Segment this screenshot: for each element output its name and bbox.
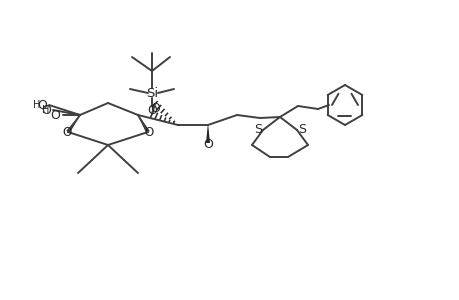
Polygon shape bbox=[138, 115, 149, 133]
Polygon shape bbox=[206, 125, 210, 143]
Text: O: O bbox=[41, 103, 51, 116]
Text: O: O bbox=[37, 98, 47, 112]
Text: O: O bbox=[147, 103, 157, 116]
Polygon shape bbox=[66, 115, 80, 133]
Text: S: S bbox=[253, 122, 262, 136]
Text: H: H bbox=[33, 100, 40, 110]
Text: Si: Si bbox=[146, 86, 158, 100]
Text: O: O bbox=[150, 101, 160, 115]
Text: O: O bbox=[202, 137, 213, 151]
Text: O: O bbox=[50, 109, 60, 122]
Text: H: H bbox=[42, 105, 50, 115]
Text: S: S bbox=[297, 122, 305, 136]
Text: O: O bbox=[144, 125, 153, 139]
Text: O: O bbox=[62, 125, 72, 139]
